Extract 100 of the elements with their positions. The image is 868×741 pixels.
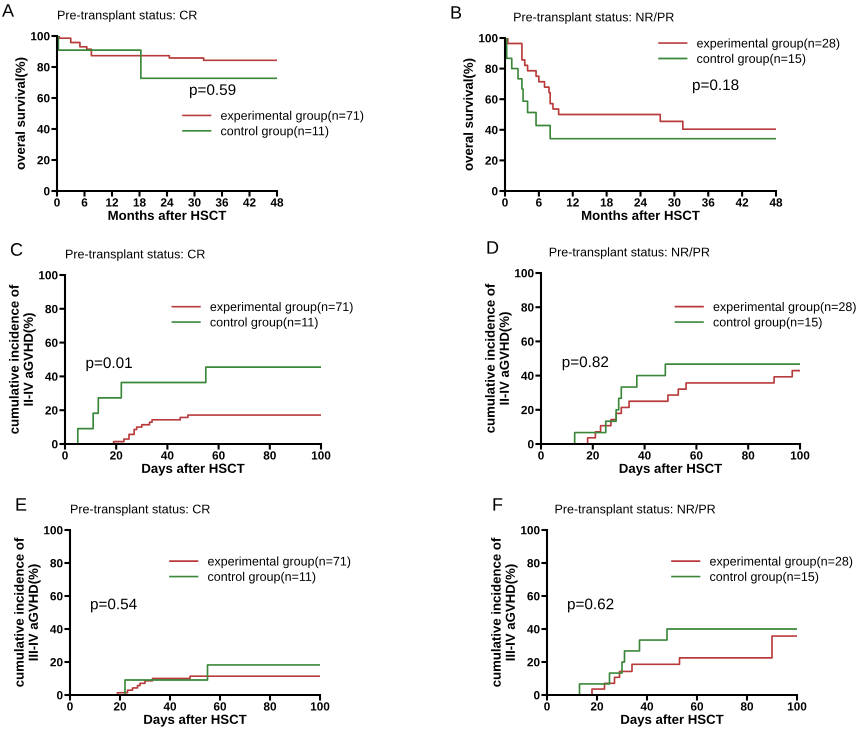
y-tick-label: 20 <box>45 406 58 415</box>
x-tick-label: 6 <box>536 198 542 207</box>
y-axis-title: cumulative incidence of III-IV aGVHD(%) <box>14 538 41 687</box>
y-tick-label: 0 <box>44 187 50 196</box>
y-tick-label: 60 <box>37 94 50 102</box>
x-tick-label: 80 <box>264 451 276 460</box>
y-tick-label: 60 <box>521 337 534 346</box>
x-tick-label: 0 <box>67 702 73 711</box>
legend-label: control group(n=15) <box>697 54 806 66</box>
text: A <box>2 4 14 17</box>
legend-label: experimental group(n=71) <box>221 110 364 122</box>
y-tick-label: 0 <box>534 691 540 700</box>
x-tick-label: 100 <box>790 451 810 460</box>
y-tick-label: 100 <box>39 271 58 280</box>
y-tick-label: 40 <box>50 625 63 634</box>
x-tick-label: 30 <box>188 198 201 207</box>
x-axis-title: Days after HSCT <box>142 463 245 476</box>
x-tick-label: 42 <box>736 198 748 206</box>
x-tick-label: 42 <box>243 198 256 206</box>
y-tick-label: 80 <box>527 559 540 568</box>
y-axis-title: cumulative incidence of II-IV aGVHD(%) <box>9 284 36 434</box>
chart-title: Pre-transplant status: NR/PR <box>514 12 674 24</box>
annotation: p=0.01 <box>86 357 132 372</box>
chart-title: Pre-transplant status: CR <box>66 249 205 261</box>
y-axis-title: cumulative incidence of II-IV aGVHD(%) <box>485 284 512 433</box>
text: F <box>493 498 502 511</box>
x-axis-title: Months after HSCT <box>108 210 226 220</box>
y-axis-title: overal survival(%) <box>463 58 476 170</box>
x-tick-label: 100 <box>312 451 330 460</box>
x-tick-label: 20 <box>114 702 126 711</box>
y-tick-label: 40 <box>485 126 498 134</box>
y-tick-label: 100 <box>44 526 63 534</box>
y-tick-label: 0 <box>56 691 63 700</box>
legend-label: experimental group(n=28) <box>697 38 840 50</box>
y-axis-title: cumulative incidence of III-IV aGVHD(%) <box>491 538 518 687</box>
x-tick-label: 60 <box>690 702 704 711</box>
chart-title: Pre-transplant status: CR <box>58 10 197 22</box>
x-tick-label: 30 <box>668 198 680 207</box>
x-tick-label: 0 <box>502 198 508 207</box>
x-tick-label: 60 <box>214 702 226 711</box>
x-tick-label: 40 <box>164 702 176 711</box>
y-tick-label: 0 <box>492 187 498 196</box>
x-tick-label: 20 <box>590 702 604 711</box>
text: B <box>451 6 462 19</box>
text: E <box>16 498 26 511</box>
x-tick-label: 80 <box>740 702 754 711</box>
y-tick-label: 100 <box>31 32 50 40</box>
x-tick-label: 100 <box>310 702 330 711</box>
y-tick-label: 80 <box>50 559 63 568</box>
x-tick-label: 80 <box>264 702 276 711</box>
text: D <box>487 241 498 254</box>
legend-label: control group(n=15) <box>714 317 822 329</box>
x-tick-label: 12 <box>106 198 118 206</box>
x-tick-label: 18 <box>600 198 613 207</box>
annotation: p=0.59 <box>190 84 236 98</box>
legend-label: experimental group(n=28) <box>710 556 852 568</box>
y-tick-label: 60 <box>45 338 58 347</box>
x-tick-label: 40 <box>638 451 651 460</box>
y-tick-label: 80 <box>45 304 58 314</box>
x-tick-label: 40 <box>161 451 174 460</box>
y-tick-label: 100 <box>515 269 534 278</box>
y-tick-label: 60 <box>50 592 63 600</box>
y-tick-label: 40 <box>37 125 50 134</box>
x-tick-label: 0 <box>544 702 550 711</box>
y-tick-label: 60 <box>485 95 498 104</box>
annotation: p=0.82 <box>562 356 608 370</box>
legend-label: experimental group(n=28) <box>714 302 856 314</box>
legend-label: control group(n=11) <box>210 317 318 330</box>
x-axis-title: Days after HSCT <box>144 714 247 727</box>
y-tick-label: 100 <box>521 526 540 534</box>
x-tick-label: 100 <box>788 702 806 711</box>
legend-label: experimental group(n=71) <box>208 556 350 568</box>
x-tick-label: 18 <box>134 198 146 207</box>
y-tick-label: 0 <box>528 440 534 448</box>
x-axis-title: Days after HSCT <box>621 714 724 727</box>
x-tick-label: 12 <box>566 198 579 206</box>
x-tick-label: 20 <box>586 451 599 460</box>
y-tick-label: 100 <box>479 34 498 42</box>
y-tick-label: 20 <box>50 658 63 666</box>
y-tick-label: 20 <box>527 658 540 666</box>
x-tick-label: 20 <box>110 451 122 460</box>
chart-title: Pre-transplant status: CR <box>71 504 210 516</box>
text: C <box>10 243 22 256</box>
x-tick-label: 60 <box>690 451 702 460</box>
y-tick-label: 60 <box>527 592 540 600</box>
legend-label: control group(n=15) <box>710 572 818 584</box>
y-tick-label: 40 <box>521 372 534 380</box>
x-tick-label: 36 <box>216 198 228 207</box>
legend-label: experimental group(n=71) <box>210 302 353 314</box>
annotation: p=0.18 <box>692 79 738 94</box>
x-axis-title: Months after HSCT <box>582 210 700 220</box>
annotation: p=0.54 <box>90 598 137 612</box>
y-tick-label: 0 <box>52 440 58 448</box>
chart-title: Pre-transplant status: NR/PR <box>550 247 710 259</box>
chart-title: Pre-transplant status: NR/PR <box>556 504 716 516</box>
x-tick-label: 40 <box>640 702 654 711</box>
y-tick-label: 40 <box>45 372 58 381</box>
y-tick-label: 80 <box>521 303 534 312</box>
y-tick-label: 20 <box>37 156 50 164</box>
x-tick-label: 36 <box>702 198 714 207</box>
